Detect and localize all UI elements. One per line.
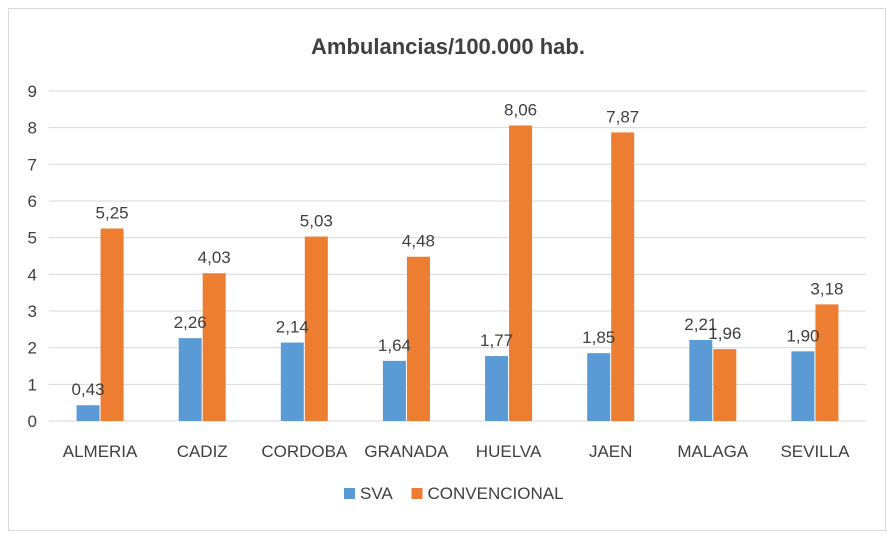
- bar-sva-jaen: [587, 353, 611, 421]
- category-label: HUELVA: [476, 442, 542, 461]
- bar-sva-sevilla: [791, 351, 815, 421]
- legend-swatch-sva: [344, 488, 355, 499]
- legend-swatch-convencional: [411, 488, 423, 499]
- bar-sva-malaga: [689, 339, 713, 421]
- bar-sva-cadiz: [178, 338, 202, 421]
- bar-convencional-sevilla: [815, 304, 839, 421]
- bar-convencional-cadiz: [202, 273, 226, 421]
- bar-convencional-almeria: [100, 228, 124, 421]
- data-label: 4,48: [402, 232, 435, 251]
- bar-sva-almeria: [76, 405, 100, 421]
- y-tick-label: 0: [28, 412, 37, 431]
- data-label: 5,03: [300, 212, 333, 231]
- data-label: 2,14: [276, 318, 309, 337]
- data-labels: 0,43 5,25 2,26 4,03 2,14 5,03 1,64 4,48 1,77 8,06…: [72, 100, 844, 399]
- bar-convencional-huelva: [509, 125, 533, 421]
- category-label: MALAGA: [677, 442, 749, 461]
- y-tick-label: 5: [28, 229, 37, 248]
- category-label: GRANADA: [364, 442, 449, 461]
- y-axis-ticks: 0 1 2 3 4 5 6 7 8 9: [28, 82, 37, 431]
- category-label: SEVILLA: [780, 442, 850, 461]
- bar-chart: Ambulancias/100.000 hab. 0 1 2 3 4 5 6 7 8 9 0,43…: [28, 34, 866, 503]
- y-tick-label: 2: [28, 339, 37, 358]
- legend-label-convencional: CONVENCIONAL: [428, 484, 564, 503]
- data-label: 8,06: [504, 100, 537, 119]
- x-axis-categories: ALMERIA CADIZ CORDOBA GRANADA HUELVA JAEN MALA…: [63, 442, 850, 461]
- data-label: 1,85: [582, 328, 615, 347]
- bar-convencional-jaen: [611, 132, 635, 421]
- data-label: 1,90: [786, 326, 819, 345]
- bar-convencional-cordoba: [304, 236, 328, 421]
- bar-convencional-malaga: [713, 349, 737, 421]
- y-tick-label: 6: [28, 192, 37, 211]
- bar-sva-huelva: [485, 356, 509, 421]
- y-tick-label: 3: [28, 302, 37, 321]
- category-label: CORDOBA: [261, 442, 348, 461]
- legend-label-sva: SVA: [360, 484, 393, 503]
- category-label: CADIZ: [177, 442, 228, 461]
- data-label: 0,43: [72, 380, 105, 399]
- data-label: 1,77: [480, 331, 513, 350]
- category-label: ALMERIA: [63, 442, 138, 461]
- bars: [76, 125, 839, 421]
- chart-title: Ambulancias/100.000 hab.: [311, 34, 585, 59]
- data-label: 1,96: [708, 324, 741, 343]
- y-tick-label: 8: [28, 119, 37, 138]
- bar-convencional-granada: [406, 256, 430, 421]
- y-tick-label: 7: [28, 155, 37, 174]
- legend: SVA CONVENCIONAL: [344, 484, 564, 503]
- bar-sva-cordoba: [280, 342, 304, 421]
- gridlines: [49, 90, 866, 422]
- data-label: 2,21: [684, 315, 717, 334]
- data-label: 7,87: [606, 107, 639, 126]
- y-tick-label: 4: [28, 265, 37, 284]
- bar-sva-granada: [382, 360, 406, 421]
- data-label: 2,26: [174, 313, 207, 332]
- y-tick-label: 9: [28, 82, 37, 101]
- data-label: 4,03: [198, 248, 231, 267]
- chart-frame: Ambulancias/100.000 hab. 0 1 2 3 4 5 6 7 8 9 0,43…: [8, 8, 886, 531]
- y-tick-label: 1: [28, 375, 37, 394]
- data-label: 5,25: [96, 204, 129, 223]
- data-label: 1,64: [378, 336, 411, 355]
- data-label: 3,18: [810, 279, 843, 298]
- category-label: JAEN: [589, 442, 632, 461]
